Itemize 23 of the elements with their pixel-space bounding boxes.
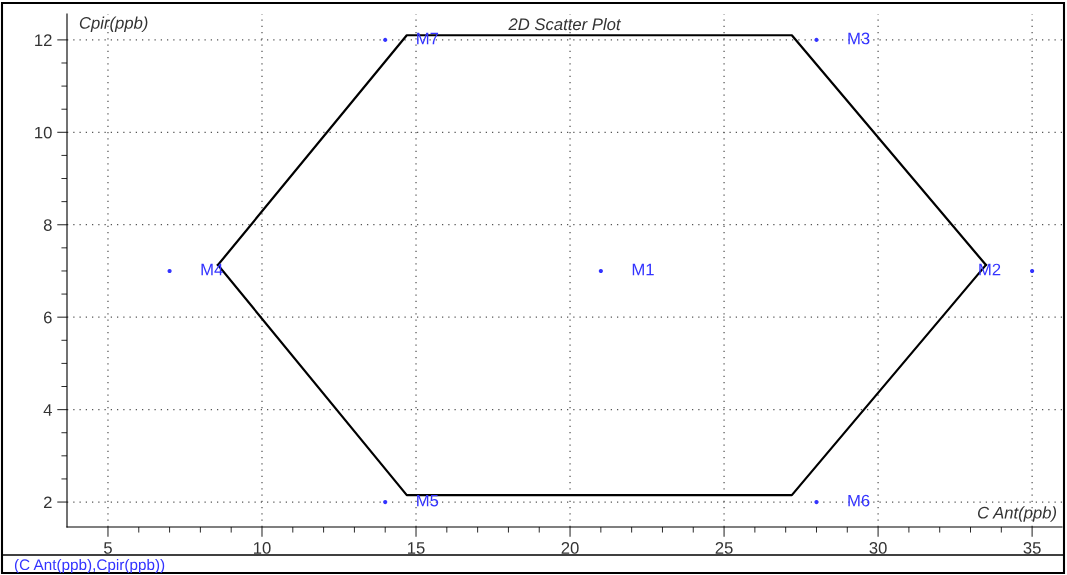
y-tick-label: 2 bbox=[43, 496, 52, 509]
chart-title: 2D Scatter Plot bbox=[508, 17, 622, 31]
y-tick-label: 12 bbox=[35, 34, 52, 46]
text: (C Ant(ppb),Cpir(ppb)) bbox=[14, 558, 165, 574]
annotation: M3 bbox=[848, 32, 870, 45]
annotation: M1 bbox=[632, 263, 654, 276]
x-tick-label: 15 bbox=[408, 542, 425, 554]
x-tick-label: 10 bbox=[254, 542, 271, 554]
y-tick-label: 4 bbox=[43, 404, 52, 416]
x-tick-label: 20 bbox=[561, 542, 579, 554]
y-axis-title: Cpir(ppb) bbox=[79, 16, 148, 33]
annotation: M5 bbox=[417, 494, 439, 507]
y-tick-label: 8 bbox=[43, 219, 52, 231]
y-tick-label: 6 bbox=[43, 311, 52, 324]
annotation: M4 bbox=[201, 263, 223, 276]
annotation: M7 bbox=[417, 32, 439, 45]
annotation: M6 bbox=[848, 494, 870, 507]
x-tick-label: 5 bbox=[104, 542, 112, 554]
x-axis-title: C Ant(ppb) bbox=[977, 506, 1057, 522]
x-tick-label: 25 bbox=[715, 542, 733, 554]
x-tick-label: 35 bbox=[1023, 542, 1041, 554]
y-tick-label: 10 bbox=[35, 126, 52, 139]
x-tick-label: 30 bbox=[869, 542, 887, 554]
